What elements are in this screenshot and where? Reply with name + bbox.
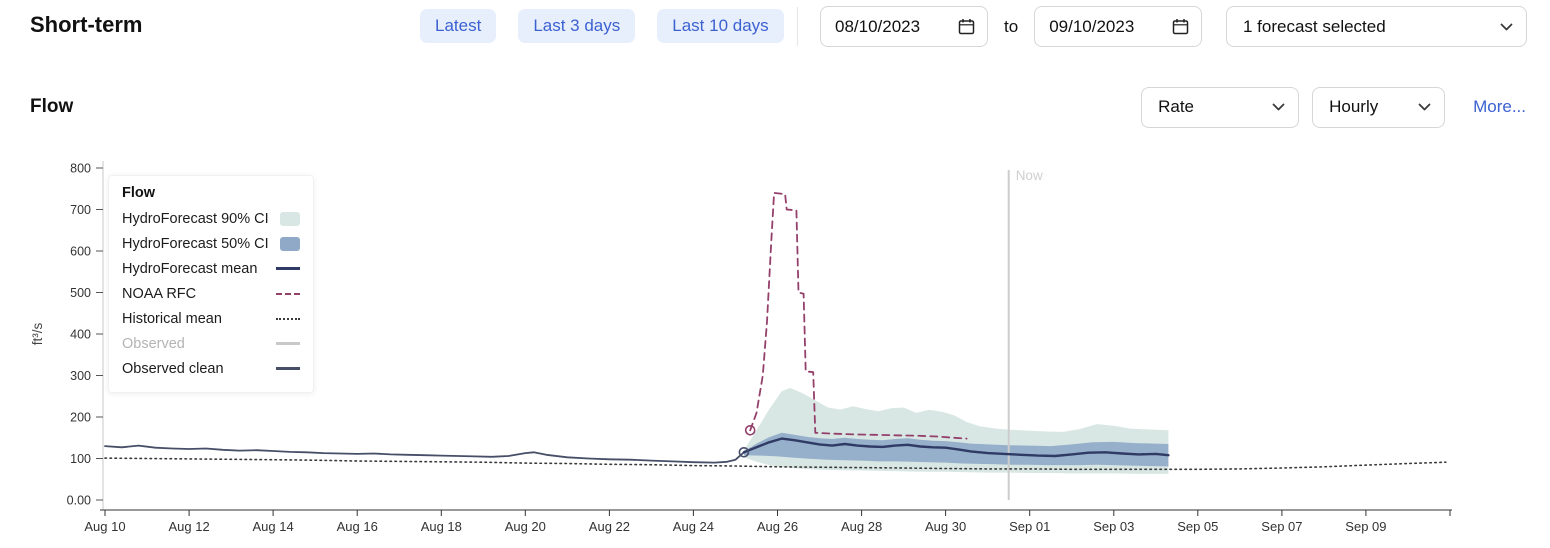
x-tick-label: Aug 14 — [252, 519, 293, 534]
x-tick-label: Sep 03 — [1093, 519, 1134, 534]
observed-clean-line — [104, 444, 745, 464]
last-3-days-button[interactable]: Last 3 days — [518, 9, 636, 43]
x-tick-label: Aug 22 — [589, 519, 630, 534]
rate-select-value: Rate — [1158, 97, 1195, 116]
x-tick-label: Aug 18 — [421, 519, 462, 534]
legend-label: Historical mean — [122, 310, 222, 327]
calendar-icon[interactable] — [1172, 18, 1189, 35]
more-link[interactable]: More... — [1473, 97, 1526, 116]
forecast-select-value: 1 forecast selected — [1243, 16, 1386, 36]
noaa-rfc-line — [749, 192, 968, 440]
legend-item[interactable]: Observed — [122, 331, 300, 356]
section-controls: Rate Hourly More... — [1141, 84, 1526, 130]
legend-swatch — [276, 317, 300, 320]
legend-label: HydroForecast 90% CI — [122, 210, 269, 227]
legend-swatch — [276, 267, 300, 270]
series-start-marker — [744, 424, 756, 436]
page-title: Short-term — [30, 12, 143, 37]
x-tick-label: Sep 01 — [1009, 519, 1050, 534]
series-start-marker — [738, 446, 750, 458]
legend-label: Observed — [122, 335, 185, 352]
legend-swatch — [276, 342, 300, 345]
date-range-group: 08/10/2023 to 09/10/2023 — [820, 6, 1203, 47]
legend-swatch — [280, 211, 300, 226]
hydroforecast-mean-line — [742, 437, 1170, 458]
now-label: Now — [1016, 168, 1043, 183]
flow-chart: 0.00 100 200 300 400 500 600 700 800 ft³/s Now Aug … — [30, 161, 1452, 534]
divider — [797, 7, 798, 46]
legend-label: HydroForecast mean — [122, 260, 258, 277]
last-10-days-button[interactable]: Last 10 days — [657, 9, 784, 43]
y-tick-label: 500 — [70, 286, 91, 300]
legend-label: HydroForecast 50% CI — [122, 235, 269, 252]
legend-item[interactable]: Observed clean — [122, 356, 300, 381]
y-axis-title: ft³/s — [30, 323, 45, 346]
legend-items: HydroForecast 90% CI HydroForecast 50% CI… — [122, 206, 300, 381]
top-bar: Short-term Latest Last 3 days Last 10 da… — [0, 0, 1550, 54]
section-title: Flow — [30, 96, 74, 117]
legend-label: Observed clean — [122, 360, 224, 377]
y-tick-label: 0.00 — [67, 494, 91, 508]
legend-swatch — [280, 236, 300, 251]
range-button-group: Latest Last 3 days Last 10 days — [420, 9, 784, 43]
historical-mean-line — [104, 457, 1447, 471]
rate-select[interactable]: Rate — [1141, 86, 1300, 128]
calendar-icon[interactable] — [958, 18, 975, 35]
legend-item[interactable]: HydroForecast mean — [122, 256, 300, 281]
y-tick-label: 400 — [70, 328, 91, 342]
forecast-select[interactable]: 1 forecast selected — [1226, 6, 1527, 47]
date-to-input[interactable]: 09/10/2023 — [1034, 6, 1203, 47]
x-tick-label: Aug 16 — [337, 519, 378, 534]
section-bar: Flow Rate Hourly More... — [0, 84, 1550, 130]
x-tick-label: Aug 28 — [841, 519, 882, 534]
legend-item[interactable]: HydroForecast 50% CI — [122, 231, 300, 256]
y-tick-label: 800 — [70, 162, 91, 176]
chevron-down-icon — [1418, 103, 1431, 111]
x-tick-label: Aug 10 — [84, 519, 125, 534]
date-from-value: 08/10/2023 — [835, 16, 921, 36]
interval-select[interactable]: Hourly — [1312, 86, 1446, 128]
x-tick-label: Sep 07 — [1261, 519, 1302, 534]
y-tick-label: 200 — [70, 411, 91, 425]
chart-legend: Flow HydroForecast 90% CI HydroForecast 5… — [108, 175, 314, 393]
date-range-to-label: to — [1004, 16, 1019, 36]
legend-swatch — [276, 292, 300, 295]
y-tick-label: 600 — [70, 245, 91, 259]
x-tick-label: Aug 12 — [168, 519, 209, 534]
legend-title: Flow — [122, 185, 156, 201]
date-to-value: 09/10/2023 — [1049, 16, 1135, 36]
legend-label: NOAA RFC — [122, 285, 197, 302]
y-tick-label: 100 — [70, 452, 91, 466]
y-tick-label: 300 — [70, 369, 91, 383]
x-tick-label: Sep 05 — [1177, 519, 1218, 534]
x-tick-label: Aug 30 — [925, 519, 966, 534]
flow-chart-container: 0.00 100 200 300 400 500 600 700 800 ft³/s Now Aug … — [0, 143, 1550, 543]
legend-item[interactable]: Historical mean — [122, 306, 300, 331]
interval-select-value: Hourly — [1329, 97, 1379, 116]
x-tick-label: Aug 24 — [673, 519, 714, 534]
chevron-down-icon — [1500, 23, 1513, 31]
x-tick-label: Aug 20 — [505, 519, 546, 534]
legend-item[interactable]: NOAA RFC — [122, 281, 300, 306]
legend-swatch — [276, 367, 300, 370]
y-tick-label: 700 — [70, 203, 91, 217]
latest-button[interactable]: Latest — [420, 9, 497, 43]
date-from-input[interactable]: 08/10/2023 — [820, 6, 988, 47]
x-tick-label: Sep 09 — [1345, 519, 1386, 534]
legend-item[interactable]: HydroForecast 90% CI — [122, 206, 300, 231]
chevron-down-icon — [1272, 103, 1285, 111]
x-tick-label: Aug 26 — [757, 519, 798, 534]
